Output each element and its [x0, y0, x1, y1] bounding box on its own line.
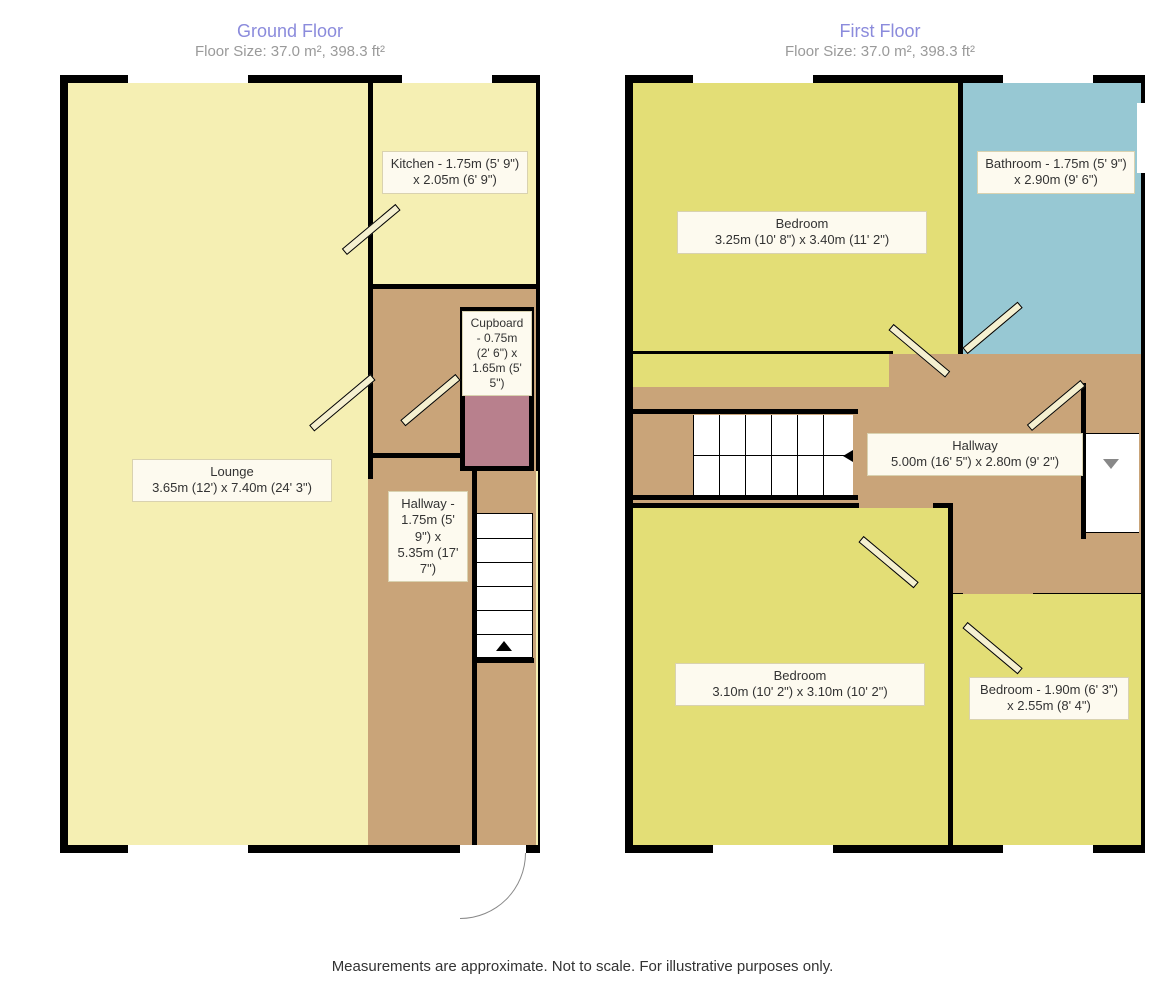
first-floor-name: First Floor [740, 20, 1020, 43]
ground-floor-name: Ground Floor [165, 20, 415, 43]
stairs-first [693, 415, 853, 495]
window-opening [1003, 75, 1093, 83]
label-f-hallway: Hallway 5.00m (16' 5") x 2.80m (9' 2") [867, 433, 1083, 476]
ground-floor-size: Floor Size: 37.0 m², 398.3 ft² [165, 43, 415, 62]
label-bathroom: Bathroom - 1.75m (5' 9") x 2.90m (9' 6") [977, 151, 1135, 194]
front-door-arc [460, 853, 526, 919]
disclaimer-text: Measurements are approximate. Not to sca… [0, 958, 1165, 975]
floorplan-canvas: Ground Floor Floor Size: 37.0 m², 398.3 … [0, 0, 1165, 1008]
hallway-pocket [953, 539, 1141, 593]
door-opening [963, 589, 1033, 594]
window-opening [1003, 845, 1093, 853]
stairs-ground [476, 513, 533, 658]
window-opening [402, 75, 492, 83]
wall-segment [633, 495, 858, 500]
label-g-hallway: Hallway - 1.75m (5' 9") x 5.35m (17' 7") [388, 491, 468, 582]
room-bathroom [963, 83, 1141, 383]
first-floor-plan: Bedroom 3.25m (10' 8") x 3.40m (11' 2") … [625, 75, 1145, 853]
first-floor-size: Floor Size: 37.0 m², 398.3 ft² [740, 43, 1020, 62]
wall-segment [472, 658, 534, 663]
label-bedroom2: Bedroom 3.10m (10' 2") x 3.10m (10' 2") [675, 663, 925, 706]
stairs-down [1085, 433, 1139, 533]
first-floor-title: First Floor Floor Size: 37.0 m², 398.3 f… [740, 20, 1020, 61]
wall-segment [633, 409, 858, 414]
stair-direction-down-icon [1103, 459, 1119, 469]
ground-floor-plan: Lounge 3.65m (12') x 7.40m (24' 3") Kitc… [60, 75, 540, 853]
label-kitchen: Kitchen - 1.75m (5' 9") x 2.05m (6' 9") [382, 151, 528, 194]
label-bedroom1: Bedroom 3.25m (10' 8") x 3.40m (11' 2") [677, 211, 927, 254]
door-opening [460, 845, 526, 853]
wall-segment [368, 453, 462, 458]
overlay [633, 354, 889, 387]
stair-direction-up-icon [496, 641, 512, 651]
window-opening [1137, 103, 1145, 173]
label-bedroom3: Bedroom - 1.90m (6' 3") x 2.55m (8' 4") [969, 677, 1129, 720]
window-opening [128, 845, 248, 853]
window-opening [693, 75, 813, 83]
stair-direction-left-icon [843, 450, 853, 462]
window-opening [128, 75, 248, 83]
door-opening [859, 503, 933, 508]
window-opening [713, 845, 833, 853]
label-cupboard: Cupboard - 0.75m (2' 6") x 1.65m (5' 5") [462, 311, 532, 396]
ground-floor-title: Ground Floor Floor Size: 37.0 m², 398.3 … [165, 20, 415, 61]
label-lounge: Lounge 3.65m (12') x 7.40m (24' 3") [132, 459, 332, 502]
